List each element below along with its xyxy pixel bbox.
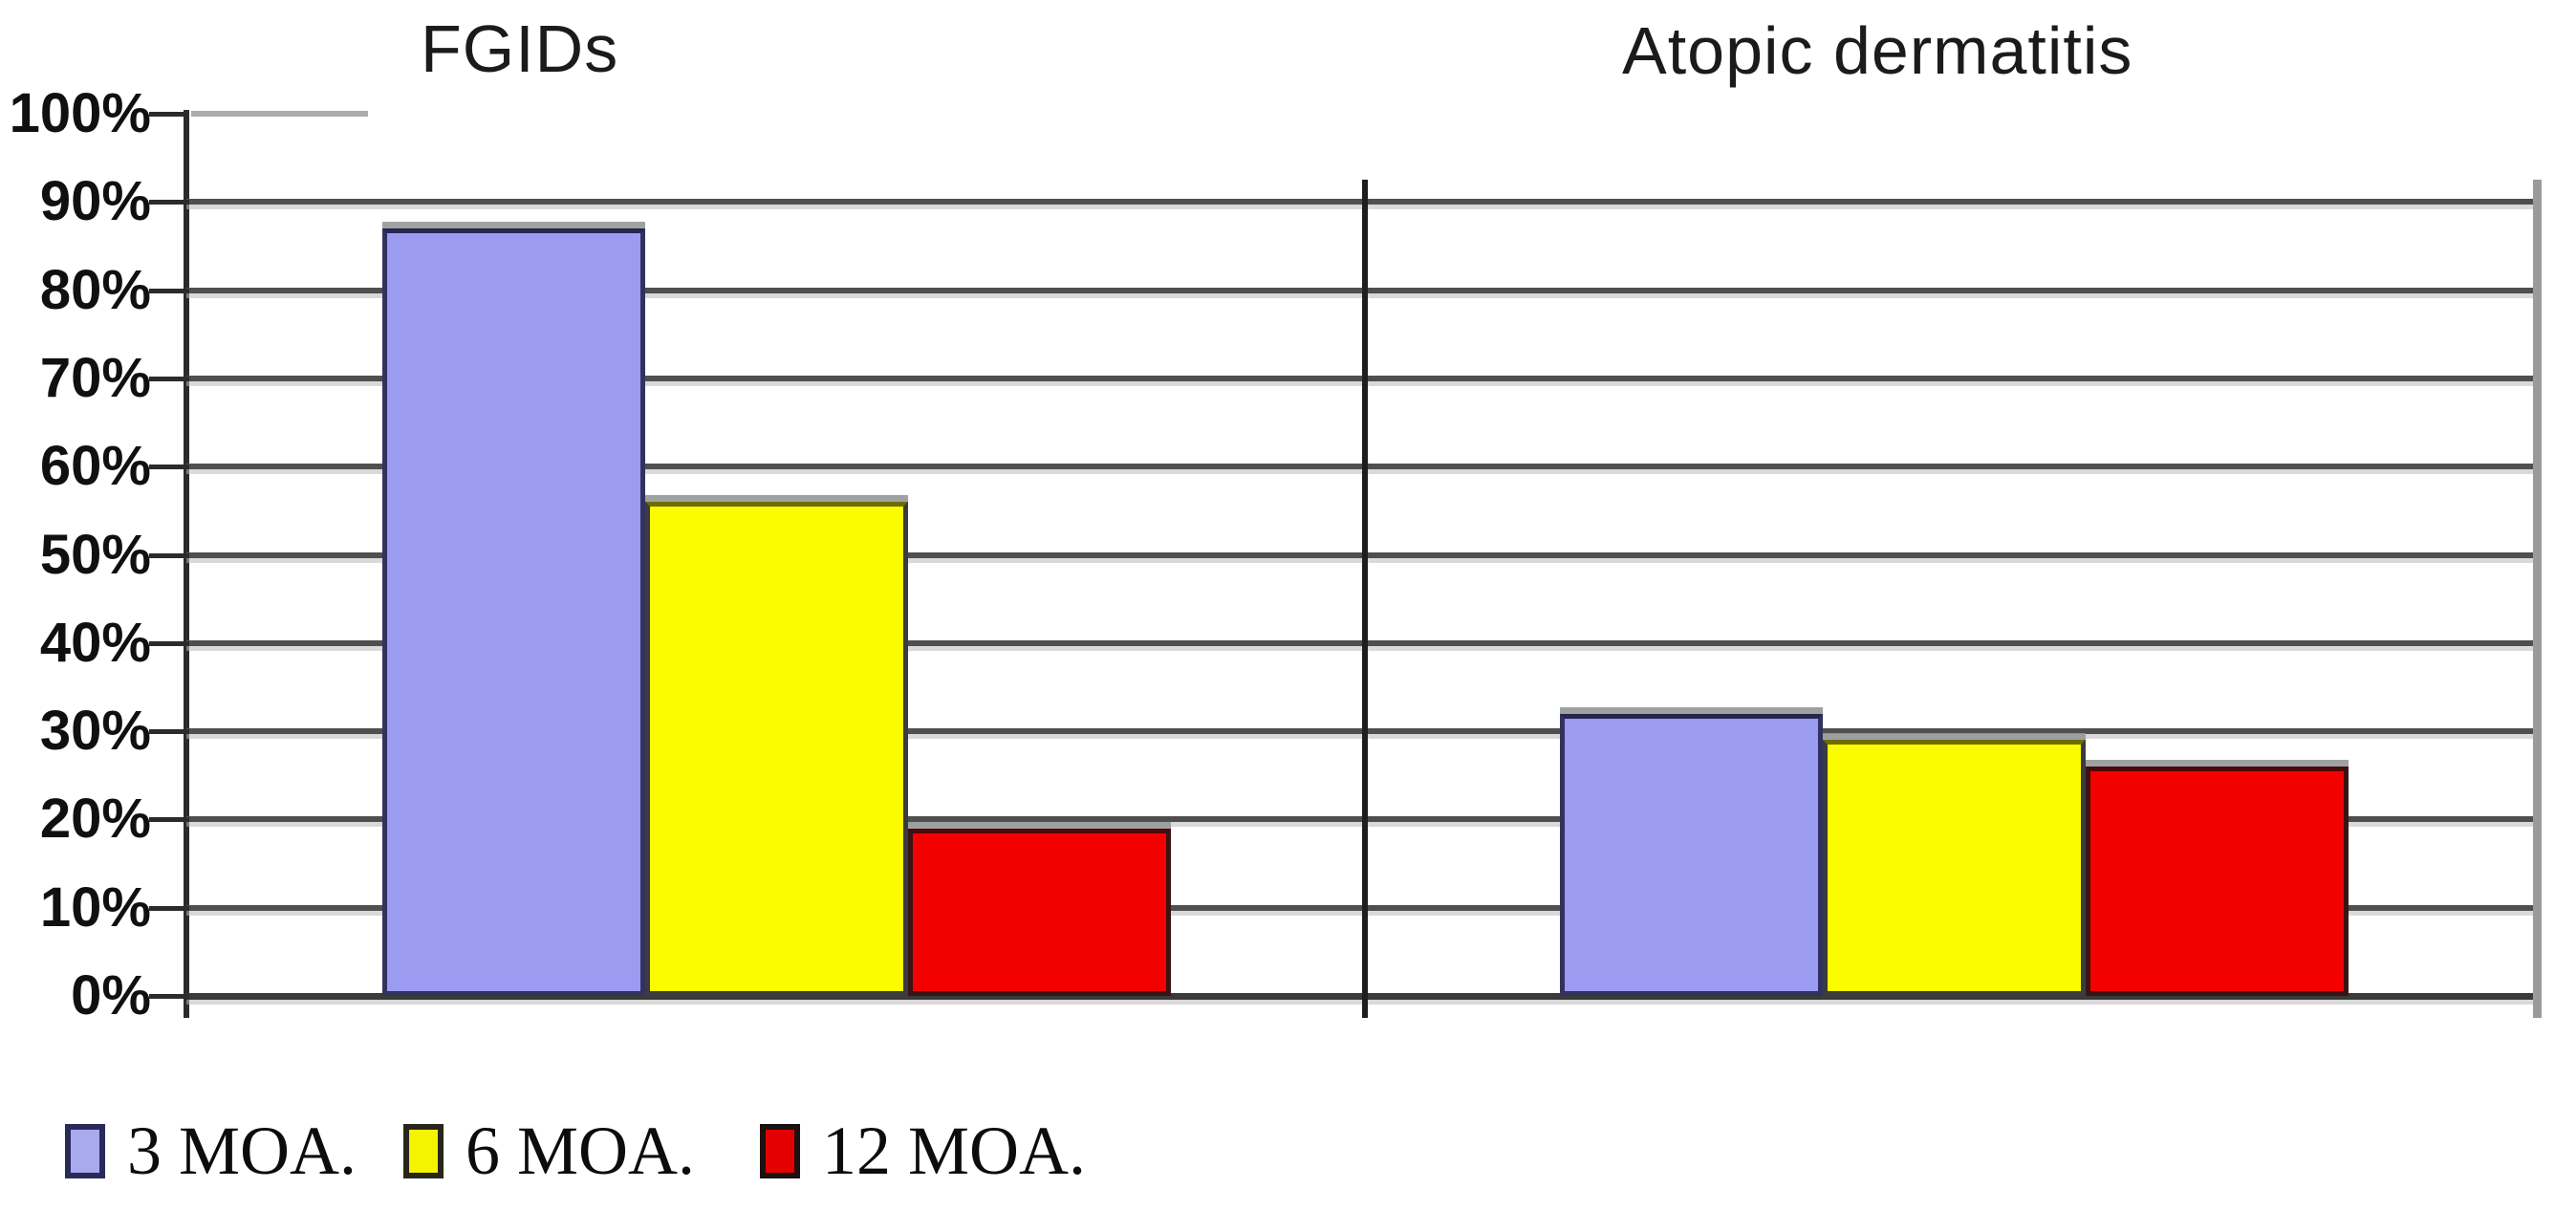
legend-swatch-6moa (403, 1123, 444, 1178)
legend-item-3moa: 3 MOA. (65, 1116, 357, 1185)
y-tick-100% (149, 112, 189, 117)
y-axis-label-20%: 20% (39, 788, 151, 851)
y-axis-label-10%: 10% (39, 875, 151, 939)
bar-fgids-6moa (645, 502, 908, 996)
group-divider-line (1362, 180, 1368, 1018)
legend-label-12moa: 12 MOA. (822, 1113, 1087, 1189)
legend-item-12moa: 12 MOA. (760, 1116, 1086, 1185)
y-axis-label-100%: 100% (9, 82, 151, 144)
bar-atopic-12moa (2086, 767, 2349, 996)
legend-label-6moa: 6 MOA. (465, 1113, 696, 1189)
y-axis-label-70%: 70% (39, 346, 151, 409)
y-tick-40% (149, 640, 189, 646)
y-tick-60% (149, 465, 189, 470)
group-title-atopic-dermatitis: Atopic dermatitis (1622, 13, 2133, 88)
y-tick-30% (149, 729, 189, 735)
legend-label-3moa: 3 MOA. (127, 1113, 357, 1189)
plot-right-border (2533, 180, 2542, 1018)
top-gridline-partial (191, 111, 368, 117)
y-axis-line (184, 110, 189, 1018)
bar-atopic-6moa (1823, 740, 2086, 996)
y-tick-90% (149, 200, 189, 205)
legend-swatch-12moa (760, 1123, 800, 1178)
y-axis-label-60%: 60% (39, 435, 151, 498)
y-axis-label-90%: 90% (39, 170, 151, 233)
y-axis-label-0%: 0% (71, 964, 151, 1026)
y-axis-label-80%: 80% (39, 258, 151, 321)
legend-item-6moa: 6 MOA. (403, 1116, 695, 1185)
y-tick-10% (149, 905, 189, 911)
y-tick-50% (149, 552, 189, 558)
y-tick-70% (149, 376, 189, 381)
bar-fgids-3moa (382, 227, 645, 996)
y-tick-80% (149, 288, 189, 293)
y-axis-label-50%: 50% (39, 523, 151, 586)
y-tick-0% (149, 994, 189, 999)
y-axis-label-30%: 30% (39, 700, 151, 763)
y-axis-label-40%: 40% (39, 611, 151, 674)
group-title-fgids: FGIDs (421, 11, 619, 86)
y-tick-20% (149, 817, 189, 823)
legend-swatch-3moa (65, 1123, 105, 1178)
bar-atopic-3moa (1560, 713, 1823, 996)
bar-fgids-12moa (908, 828, 1171, 996)
